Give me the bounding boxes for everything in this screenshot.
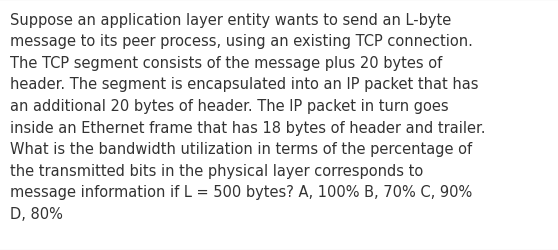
Text: Suppose an application layer entity wants to send an L-byte
message to its peer : Suppose an application layer entity want… <box>10 12 485 221</box>
